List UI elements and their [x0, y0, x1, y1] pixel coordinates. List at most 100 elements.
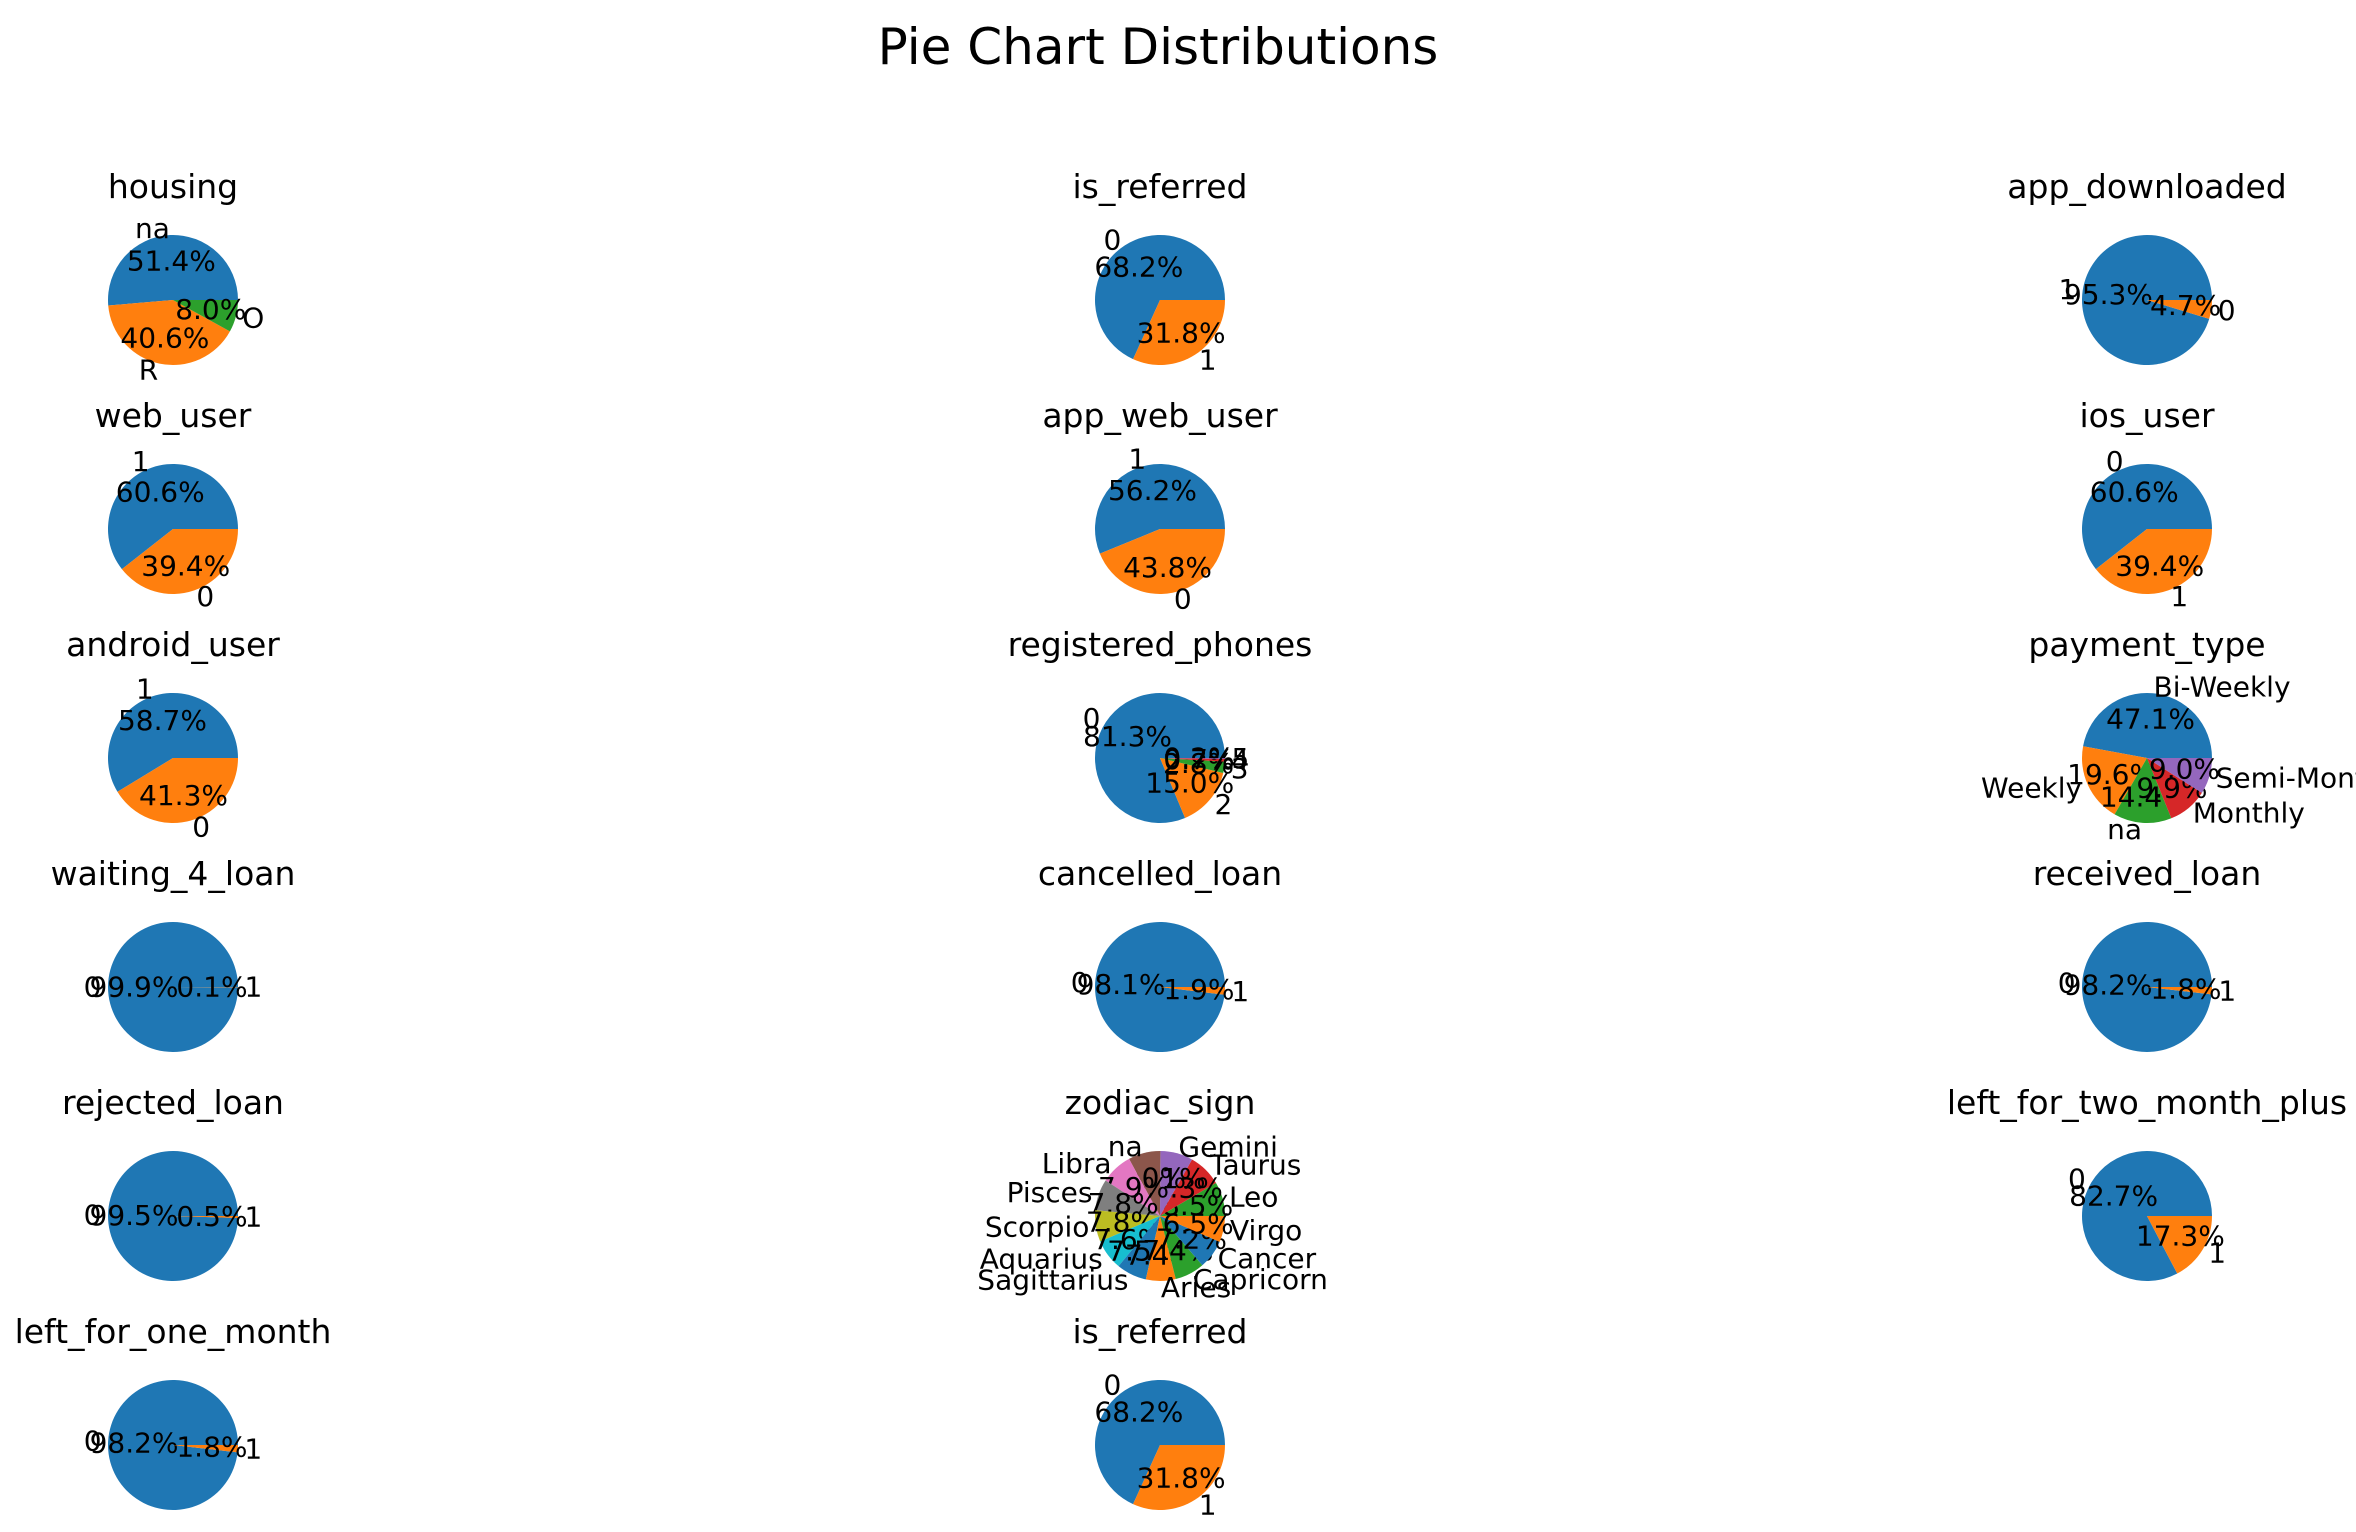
pie-slice	[107, 1151, 238, 1282]
slice-label: Sagittarius	[977, 1264, 1128, 1297]
pie-title: waiting_4_loan	[51, 854, 296, 893]
pie-app-downloaded: app_downloaded 195.3% 04.7%	[2007, 167, 2287, 365]
pie-slice	[2083, 693, 2212, 758]
pie-slice	[1145, 1216, 1176, 1281]
slice-percent: 6.5%	[1163, 1207, 1234, 1240]
slice-percent: 51.4%	[127, 245, 216, 278]
slice-label: 0	[84, 1198, 102, 1231]
pie-ios-user: ios_user 060.6% 139.4%	[2079, 396, 2214, 613]
pie-title: registered_phones	[1008, 625, 1313, 664]
pie-slice	[1099, 529, 1225, 594]
slice-label: Libra	[1042, 1147, 1112, 1180]
slice-label: Taurus	[1209, 1148, 1301, 1181]
pie-title: is_referred	[1072, 1312, 1247, 1351]
slice-percent: 82.7%	[2069, 1179, 2158, 1212]
slice-percent: 1.9%	[1163, 973, 1234, 1006]
slice-label: 1	[244, 1201, 262, 1234]
pie-slice	[1094, 463, 1225, 554]
slice-label: Weekly	[1981, 772, 2082, 805]
pie-title: left_for_one_month	[15, 1312, 332, 1351]
pie-slice	[2147, 987, 2212, 995]
slice-percent: 98.2%	[2064, 968, 2153, 1001]
slice-label: 0	[2058, 966, 2076, 999]
slice-label: na	[135, 212, 170, 245]
pie-received-loan: received_loan 098.2% 11.8%	[2033, 854, 2261, 1052]
pie-slice	[1095, 234, 1225, 360]
slice-label: Capricorn	[1193, 1263, 1328, 1296]
slice-percent: 68.2%	[1094, 251, 1183, 284]
slice-label: 0	[1103, 223, 1121, 256]
slice-percent: 68.2%	[1094, 1396, 1183, 1429]
pie-slice	[1160, 758, 1225, 773]
pie-slice	[1160, 1159, 1216, 1216]
pie-android-user: android_user 158.7% 041.3%	[66, 625, 280, 843]
slice-label: Aquarius	[980, 1242, 1103, 1275]
pie-slice	[2147, 1216, 2212, 1274]
slice-label: 1	[1199, 1489, 1217, 1522]
pie-slice	[2095, 529, 2212, 594]
pie-slice	[2147, 758, 2202, 819]
slice-label: 0	[1103, 1368, 1121, 1401]
pie-slice	[1160, 1216, 1225, 1242]
pie-slice	[2082, 921, 2212, 1052]
pie-title: cancelled_loan	[1038, 854, 1282, 893]
pie-slice	[173, 300, 238, 332]
slice-percent: 2.8%	[1163, 747, 1234, 780]
slice-percent: 1.8%	[176, 1431, 247, 1464]
slice-percent: 99.5%	[90, 1199, 179, 1232]
slice-label: Scorpio	[985, 1211, 1090, 1244]
pie-slice	[1095, 1210, 1160, 1242]
pie-title: is_referred	[1072, 167, 1247, 206]
slice-label: 0	[84, 970, 102, 1003]
slice-label: 1	[1199, 344, 1217, 377]
pie-slice	[1094, 693, 1225, 824]
slice-label: 0	[196, 580, 214, 613]
slice-label: 1	[2208, 1236, 2226, 1269]
slice-percent: 47.1%	[2106, 703, 2195, 736]
pie-slice	[2082, 463, 2212, 570]
pie-title: zodiac_sign	[1065, 1083, 1256, 1122]
pie-slice	[108, 693, 239, 792]
pie-slice	[1160, 758, 1224, 818]
slice-label: na	[2107, 813, 2142, 846]
slice-percent: 60.6%	[2090, 476, 2179, 509]
pie-slice	[173, 1445, 238, 1453]
pie-slice	[1160, 1182, 1225, 1216]
pie-slice	[2114, 758, 2172, 823]
pie-slice	[108, 922, 238, 1053]
slice-percent: 43.8%	[1123, 551, 1212, 584]
pie-waiting-4-loan: waiting_4_loan 099.9% 10.1%	[51, 854, 296, 1053]
slice-percent: 31.8%	[1137, 1461, 1226, 1494]
figure-title: Pie Chart Distributions	[878, 18, 1439, 76]
pie-title: web_user	[95, 396, 252, 435]
pie-registered-phones: registered_phones 081.3% 215.0%32.8%40.7%5…	[1008, 625, 1313, 824]
slice-percent: 99.9%	[90, 970, 179, 1003]
slice-label: Bi-Weekly	[2154, 670, 2291, 703]
pie-slice	[1105, 1158, 1160, 1216]
slice-label: Gemini	[1178, 1130, 1278, 1163]
pie-title: left_for_two_month_plus	[1947, 1083, 2347, 1122]
slice-label: 5	[1231, 742, 1249, 775]
pie-slice	[1094, 1379, 1225, 1505]
slice-percent: 56.2%	[1108, 474, 1197, 507]
pie-slice	[1160, 758, 1225, 759]
slice-percent: 81.3%	[1083, 720, 1172, 753]
slice-percent: 31.8%	[1137, 316, 1226, 349]
slice-percent: 9.0%	[2149, 752, 2220, 785]
slice-label: 1	[136, 673, 154, 706]
slice-percent: 41.3%	[139, 779, 228, 812]
slice-label: Leo	[1229, 1181, 1278, 1214]
slice-percent: 40.6%	[120, 322, 209, 355]
slice-label: 0	[84, 1424, 102, 1457]
slice-label: 0	[192, 810, 210, 843]
slice-label: 0	[2068, 1163, 2086, 1196]
slice-label: 1	[2170, 580, 2188, 613]
pie-title: android_user	[66, 625, 280, 664]
pie-slice	[1129, 1151, 1161, 1216]
pie-slice	[1160, 1151, 1193, 1216]
slice-label: 1	[1231, 975, 1249, 1008]
pie-slice	[2147, 758, 2212, 793]
slice-label: 2	[1215, 788, 1233, 821]
